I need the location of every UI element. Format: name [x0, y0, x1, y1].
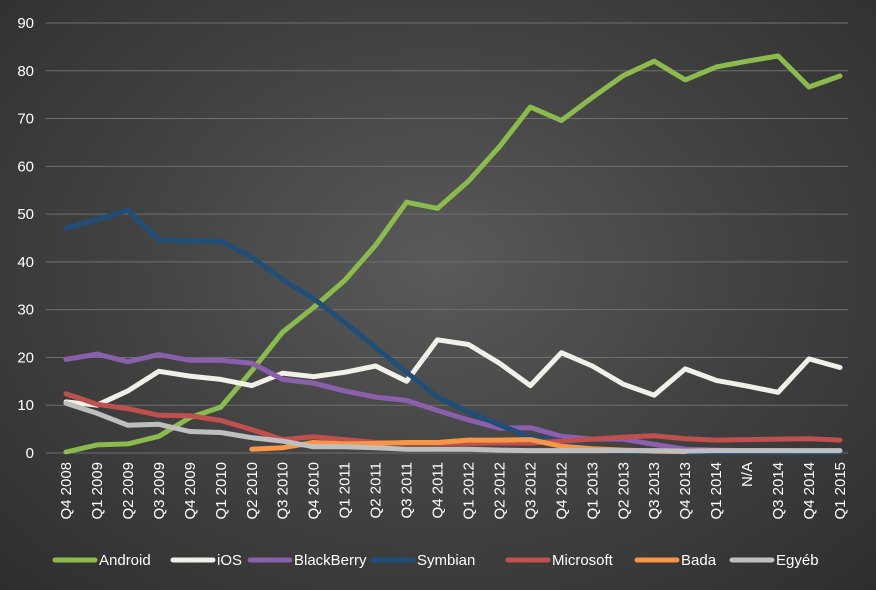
- y-tick-label: 30: [17, 302, 34, 319]
- legend-item: Microsoft: [505, 552, 614, 569]
- y-axis-ticks: 0 10 20 30 40 50 60 70 80 90: [17, 15, 34, 462]
- x-tick-label: Q2 2012: [491, 462, 508, 520]
- series-lines: [63, 53, 843, 455]
- legend-label: iOS: [217, 552, 242, 569]
- x-tick-label: Q3 2013: [646, 462, 663, 520]
- x-tick-label: Q1 2009: [89, 462, 106, 520]
- x-tick-label: Q1 2014: [708, 462, 725, 520]
- x-tick-label: Q4 2011: [430, 462, 447, 518]
- legend-label: Bada: [681, 552, 717, 569]
- x-axis-ticks: Q4 2008 Q1 2009 Q2 2009 Q3 2009 Q4 2009 Q1 20…: [58, 462, 849, 520]
- x-tick-label: Q1 2011: [337, 462, 354, 518]
- x-tick-label: Q3 2012: [522, 462, 539, 520]
- x-tick-label: Q3 2010: [275, 462, 292, 520]
- legend-item: Bada: [634, 552, 717, 569]
- series-line-microsoft: [63, 391, 843, 446]
- legend: Android iOS BlackBerry Symbian Microsoft Bada…: [52, 552, 819, 569]
- y-tick-label: 40: [17, 254, 34, 271]
- x-tick-label: Q3 2011: [399, 462, 416, 518]
- y-tick-label: 50: [17, 206, 34, 223]
- x-tick-label: Q2 2013: [615, 462, 632, 520]
- y-tick-label: 0: [26, 445, 34, 462]
- legend-label: Android: [99, 552, 151, 569]
- x-tick-label: Q4 2014: [801, 462, 818, 520]
- series-line-android: [63, 53, 843, 455]
- y-tick-label: 70: [17, 111, 34, 128]
- legend-item: BlackBerry: [247, 552, 367, 569]
- legend-item: Egyéb: [729, 552, 819, 569]
- x-tick-label: Q4 2010: [306, 462, 323, 520]
- x-tick-label: Q3 2014: [770, 462, 787, 520]
- y-tick-label: 90: [17, 15, 34, 32]
- legend-label: Microsoft: [552, 552, 614, 569]
- x-tick-label: Q4 2009: [182, 462, 199, 520]
- x-tick-label: Q1 2010: [213, 462, 230, 520]
- series-line-egy-b: [63, 400, 843, 454]
- x-tick-label: Q2 2011: [368, 462, 385, 518]
- series-line-ios: [63, 337, 843, 408]
- x-tick-label: Q1 2013: [584, 462, 601, 520]
- y-tick-label: 20: [17, 349, 34, 366]
- x-tick-label: Q4 2013: [677, 462, 694, 520]
- x-tick-label: Q1 2015: [832, 462, 849, 520]
- legend-item: Symbian: [370, 552, 475, 569]
- legend-item: Android: [52, 552, 151, 569]
- x-tick-label: Q3 2009: [151, 462, 168, 520]
- legend-label: Egyéb: [776, 552, 819, 569]
- x-tick-label: Q2 2009: [120, 462, 137, 520]
- x-tick-label: Q1 2012: [460, 462, 477, 520]
- y-tick-label: 60: [17, 158, 34, 175]
- legend-item: iOS: [170, 552, 242, 569]
- y-tick-label: 80: [17, 63, 34, 80]
- legend-label: Symbian: [417, 552, 475, 569]
- y-tick-label: 10: [17, 397, 34, 414]
- x-tick-label: Q2 2010: [244, 462, 261, 520]
- x-tick-label: N/A: [739, 462, 756, 487]
- x-tick-label: Q4 2012: [553, 462, 570, 520]
- x-tick-label: Q4 2008: [58, 462, 75, 520]
- legend-label: BlackBerry: [294, 552, 367, 569]
